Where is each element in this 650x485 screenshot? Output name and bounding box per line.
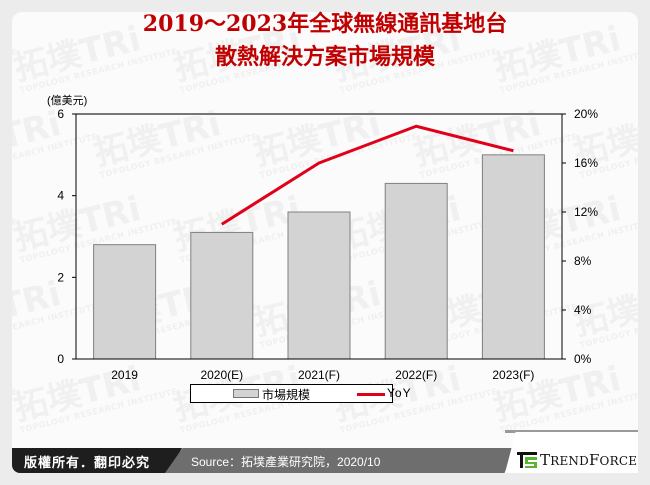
legend-bar-swatch <box>233 389 259 398</box>
copyright-banner: 版權所有．翻印必究 <box>12 448 182 473</box>
bar-market-size <box>481 154 545 360</box>
right-axis-tick-label: 12% <box>574 205 598 219</box>
legend-line-label: YoY <box>387 386 412 400</box>
x-axis-label: 2022(F) <box>395 368 437 382</box>
x-axis-label: 2019 <box>111 368 138 382</box>
y-axis-unit-label: (億美元) <box>47 95 88 107</box>
copyright-text: 版權所有．翻印必究 <box>24 455 151 470</box>
bar-market-size <box>93 244 157 360</box>
x-axis-label: 2021(F) <box>298 368 340 382</box>
bar-market-size <box>190 231 254 360</box>
left-axis-tick-label: 6 <box>57 107 64 121</box>
chart-title-line2: 散熱解決方案市場規模 <box>214 44 435 70</box>
x-axis-label: 2020(E) <box>200 368 243 382</box>
source-text: Source：拓墣產業研究院，2020/10 <box>191 455 381 469</box>
yoy-line <box>221 124 514 226</box>
legend-line-swatch <box>357 393 385 396</box>
right-axis-tick-label: 16% <box>574 156 598 170</box>
brand-divider <box>505 430 638 433</box>
left-axis-tick-label: 0 <box>57 352 64 366</box>
right-axis-tick-label: 4% <box>574 303 592 317</box>
right-axis-tick-label: 0% <box>574 352 592 366</box>
bar-market-size <box>287 211 351 360</box>
trendforce-logo-icon <box>517 452 537 468</box>
legend-bar-label: 市場規模 <box>262 388 311 402</box>
trendforce-wordmark: TRENDFORCE <box>540 451 638 469</box>
chart-legend: 市場規模 YoY <box>190 384 411 403</box>
chart-title-line1: 2019～2023年全球無線通訊基地台 <box>142 11 508 37</box>
right-axis-tick-label: 8% <box>574 254 592 268</box>
left-axis-tick-label: 4 <box>57 189 64 203</box>
left-axis-tick-label: 2 <box>57 270 64 284</box>
bar-market-size <box>384 182 448 360</box>
x-axis-label: 2023(F) <box>492 368 534 382</box>
source-banner: Source：拓墣產業研究院，2020/10 <box>165 448 515 473</box>
right-axis-tick-label: 20% <box>574 107 598 121</box>
